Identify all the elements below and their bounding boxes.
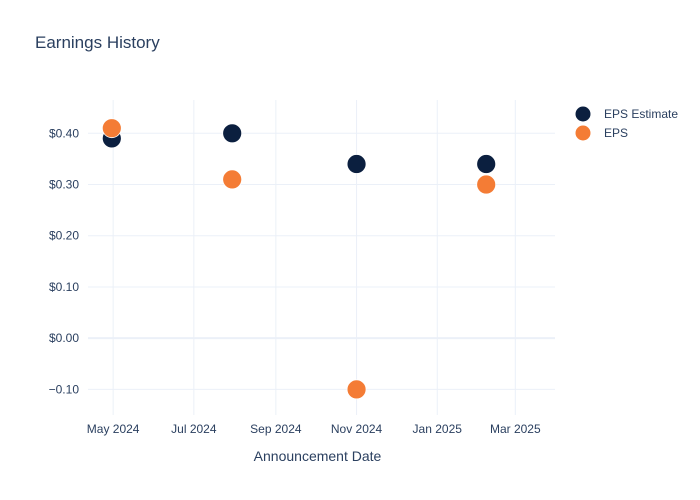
y-tick-label: $0.40 (49, 126, 79, 140)
legend-label-eps: EPS (604, 126, 628, 140)
chart-title: Earnings History (35, 33, 160, 52)
legend-marker-eps (575, 125, 591, 141)
eps-point (346, 379, 367, 400)
x-tick-label: Jul 2024 (171, 422, 217, 436)
x-tick-label: Mar 2025 (490, 422, 541, 436)
legend-marker-eps-estimate (575, 106, 591, 122)
x-tick-label: Nov 2024 (331, 422, 383, 436)
eps-estimate-point (346, 154, 367, 174)
y-tick-label: $0.00 (49, 331, 79, 345)
x-tick-label: Sep 2024 (250, 422, 302, 436)
x-axis-title: Announcement Date (254, 448, 382, 464)
y-tick-label: $0.10 (49, 280, 79, 294)
y-tick-label: $0.30 (49, 178, 79, 192)
y-tick-label: $0.20 (49, 229, 79, 243)
eps-estimate-point (222, 123, 243, 144)
x-tick-label: Jan 2025 (413, 422, 463, 436)
y-tick-label: −0.10 (49, 382, 80, 396)
eps-point (222, 169, 243, 190)
eps-estimate-point (476, 154, 497, 174)
legend-label-eps-estimate: EPS Estimate (604, 107, 678, 121)
eps-point (101, 118, 122, 139)
x-tick-label: May 2024 (87, 422, 140, 436)
eps-point (476, 174, 497, 195)
